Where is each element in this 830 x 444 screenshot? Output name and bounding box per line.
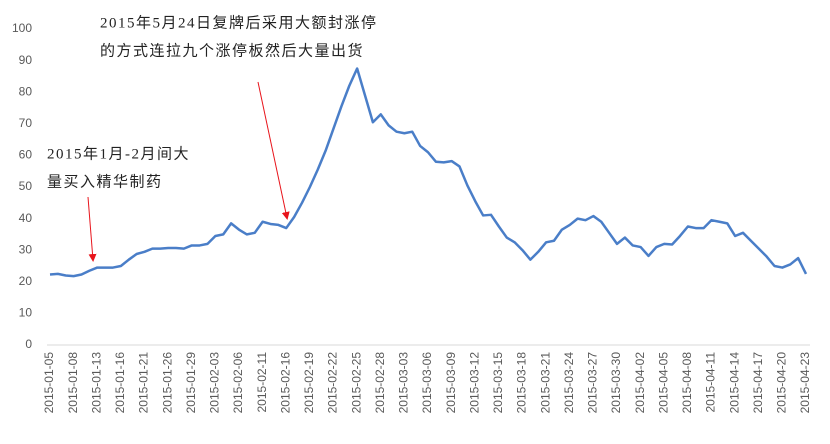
x-tick-label: 2015-03-27 bbox=[586, 352, 600, 414]
x-tick-label: 2015-04-20 bbox=[775, 352, 789, 414]
x-tick-label: 2015-03-06 bbox=[420, 352, 434, 414]
y-tick-label: 40 bbox=[19, 211, 33, 225]
annotation: 量买入精华制药 bbox=[47, 173, 163, 190]
x-tick-label: 2015-01-05 bbox=[42, 352, 56, 414]
x-tick-label: 2015-03-24 bbox=[562, 352, 576, 414]
y-tick-label: 10 bbox=[19, 306, 33, 320]
x-tick-label: 2015-03-12 bbox=[467, 352, 481, 414]
y-tick-label: 70 bbox=[19, 116, 33, 130]
x-tick-label: 2015-02-11 bbox=[255, 352, 269, 413]
x-tick-label: 2015-03-09 bbox=[444, 352, 458, 414]
y-tick-label: 100 bbox=[12, 21, 32, 35]
x-tick-label: 2015-01-08 bbox=[66, 352, 80, 414]
x-tick-label: 2015-02-22 bbox=[326, 352, 340, 414]
annotation: 2015年1月-2月间大 bbox=[47, 145, 190, 162]
x-tick-label: 2015-03-30 bbox=[609, 352, 623, 414]
y-tick-label: 80 bbox=[19, 84, 33, 98]
x-tick-label: 2015-04-14 bbox=[727, 352, 741, 414]
x-tick-label: 2015-03-15 bbox=[491, 352, 505, 414]
y-tick-label: 30 bbox=[19, 242, 33, 256]
x-tick-label: 2015-01-29 bbox=[184, 352, 198, 414]
x-tick-label: 2015-01-16 bbox=[113, 352, 127, 414]
x-tick-label: 2015-03-18 bbox=[515, 352, 529, 414]
x-tick-label: 2015-02-06 bbox=[231, 352, 245, 414]
y-tick-label: 50 bbox=[19, 179, 33, 193]
annotation-arrow bbox=[87, 196, 97, 262]
x-tick-label: 2015-01-13 bbox=[89, 352, 103, 414]
y-tick-label: 0 bbox=[25, 337, 32, 351]
x-tick-label: 2015-01-21 bbox=[137, 352, 151, 414]
x-tick-label: 2015-04-02 bbox=[633, 352, 647, 414]
x-tick-label: 2015-01-26 bbox=[160, 352, 174, 414]
annotation: 的方式连拉九个涨停板然后大量出货 bbox=[100, 41, 364, 59]
x-tick-label: 2015-04-23 bbox=[798, 352, 812, 414]
x-tick-label: 2015-02-16 bbox=[278, 352, 292, 414]
annotation-arrow bbox=[257, 81, 290, 220]
x-tick-label: 2015-04-11 bbox=[704, 352, 718, 413]
x-tick-label: 2015-04-05 bbox=[656, 352, 670, 414]
x-tick-label: 2015-02-25 bbox=[349, 352, 363, 414]
x-tick-label: 2015-02-28 bbox=[373, 352, 387, 414]
x-tick-label: 2015-02-03 bbox=[208, 352, 222, 414]
x-tick-label: 2015-03-03 bbox=[397, 352, 411, 414]
y-tick-label: 20 bbox=[19, 274, 33, 288]
y-tick-label: 60 bbox=[19, 148, 33, 162]
annotation: 2015年5月24日复牌后采用大额封涨停 bbox=[100, 13, 378, 31]
y-tick-label: 90 bbox=[19, 53, 33, 67]
line bbox=[49, 67, 808, 278]
x-tick-label: 2015-02-19 bbox=[302, 352, 316, 414]
x-tick-label: 2015-04-17 bbox=[751, 352, 765, 414]
x-tick-label: 2015-04-08 bbox=[680, 352, 694, 414]
x-tick-label: 2015-03-21 bbox=[538, 352, 552, 414]
